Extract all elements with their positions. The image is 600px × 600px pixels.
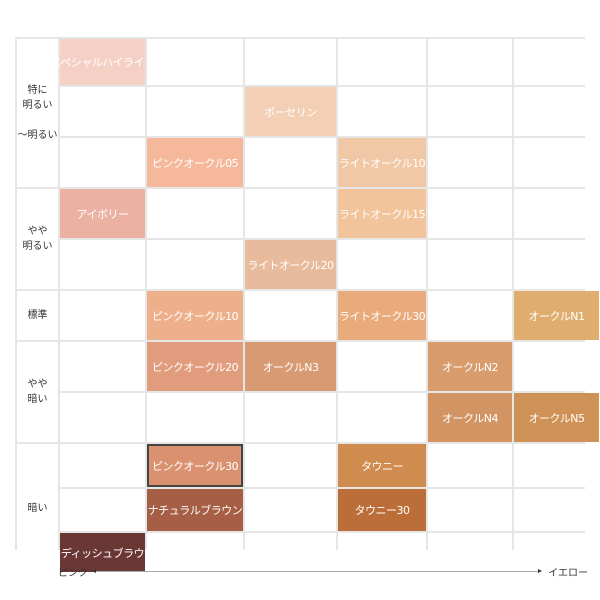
row-group-label: やや 明るい (17, 189, 58, 289)
empty-cell (60, 393, 145, 442)
shade-swatch[interactable]: ライトオークル20 (245, 240, 336, 289)
empty-cell (60, 444, 145, 487)
empty-cell (338, 533, 426, 572)
shade-swatch[interactable]: ライトオークル15 (338, 189, 426, 238)
shade-swatch[interactable]: ピンクオークル05 (147, 138, 243, 187)
empty-cell (245, 489, 336, 531)
shade-swatch[interactable]: ピンクオークル20 (147, 342, 243, 391)
row-group-label: 標準 (17, 291, 58, 340)
shade-swatch[interactable]: オークルN2 (428, 342, 512, 391)
empty-cell (428, 240, 512, 289)
empty-cell (147, 87, 243, 136)
empty-cell (338, 393, 426, 442)
empty-cell (428, 189, 512, 238)
empty-cell (60, 342, 145, 391)
empty-cell (245, 138, 336, 187)
empty-cell (147, 533, 243, 572)
axis-label-yellow: イエロー (548, 568, 588, 579)
empty-cell (514, 342, 599, 391)
empty-cell (514, 240, 599, 289)
empty-cell (514, 138, 599, 187)
empty-cell (514, 189, 599, 238)
empty-cell (147, 393, 243, 442)
empty-cell (147, 39, 243, 85)
empty-cell (514, 39, 599, 85)
empty-cell (60, 138, 145, 187)
empty-cell (428, 489, 512, 531)
empty-cell (245, 291, 336, 340)
shade-swatch[interactable]: ポーセリン (245, 87, 336, 136)
row-group-label: やや 暗い (17, 342, 58, 442)
empty-cell (245, 533, 336, 572)
empty-cell (428, 87, 512, 136)
empty-cell (338, 87, 426, 136)
empty-cell (428, 444, 512, 487)
empty-cell (428, 533, 512, 572)
shade-swatch[interactable]: ライトオークル10 (338, 138, 426, 187)
shade-chart-grid: 特に 明るい 〜明るい やや 明るい 標準 やや 暗い 暗い スペシャルハイライトポーセリ… (15, 37, 599, 572)
axis-label-pink: ピンク (58, 568, 88, 579)
row-group-label: 特に 明るい 〜明るい (17, 39, 58, 187)
shade-swatch[interactable]: オークルN4 (428, 393, 512, 442)
empty-cell (428, 39, 512, 85)
empty-cell (338, 240, 426, 289)
empty-cell (514, 489, 599, 531)
empty-cell (60, 240, 145, 289)
shade-swatch[interactable]: アイボリー (60, 189, 145, 238)
shade-swatch[interactable]: タウニー (338, 444, 426, 487)
empty-cell (147, 189, 243, 238)
empty-cell (428, 291, 512, 340)
empty-cell (60, 489, 145, 531)
empty-cell (428, 138, 512, 187)
empty-cell (338, 342, 426, 391)
empty-cell (245, 39, 336, 85)
shade-swatch[interactable]: オークルN5 (514, 393, 599, 442)
row-group-label: 暗い (17, 444, 58, 572)
empty-cell (514, 444, 599, 487)
shade-swatch[interactable]: ライトオークル30 (338, 291, 426, 340)
empty-cell (245, 393, 336, 442)
empty-cell (514, 87, 599, 136)
empty-cell (60, 291, 145, 340)
empty-cell (147, 240, 243, 289)
shade-swatch[interactable]: タウニー30 (338, 489, 426, 531)
empty-cell (245, 444, 336, 487)
shade-swatch[interactable]: スペシャルハイライト (51, 39, 155, 85)
shade-swatch[interactable]: オークルN1 (514, 291, 599, 340)
shade-swatch[interactable]: ピンクオークル30 (147, 444, 243, 487)
shade-swatch[interactable]: オークルN3 (245, 342, 336, 391)
color-axis: ピンク イエロー (58, 564, 588, 579)
shade-swatch[interactable]: ピンクオークル10 (147, 291, 243, 340)
shade-swatch[interactable]: レディッシュブラウン (50, 533, 155, 572)
empty-cell (60, 87, 145, 136)
axis-arrow (92, 569, 542, 573)
shade-swatch[interactable]: ナチュラルブラウン (147, 489, 243, 531)
empty-cell (338, 39, 426, 85)
empty-cell (245, 189, 336, 238)
empty-cell (514, 533, 599, 572)
